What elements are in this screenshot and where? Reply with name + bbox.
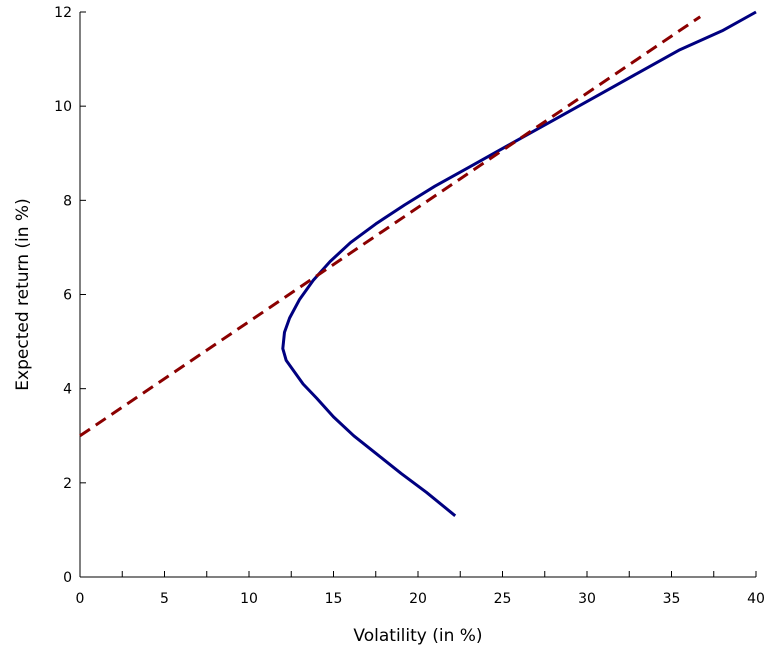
capital-market-line	[79, 15, 702, 438]
x-tick-label: 25	[494, 591, 512, 607]
y-tick-label: 4	[63, 382, 72, 398]
series-group	[79, 10, 757, 517]
y-tick-label: 12	[54, 5, 72, 21]
y-tick-label: 2	[63, 476, 72, 492]
y-tick-label: 6	[63, 288, 72, 304]
axes: 0 2 4 6 8 10 12 0 5 10 15 20 25 30 35 40	[54, 5, 765, 607]
x-tick-label: 30	[578, 591, 596, 607]
x-tick-label: 20	[409, 591, 427, 607]
y-tick-label: 10	[54, 99, 72, 115]
x-axis-label: Volatility (in %)	[353, 626, 482, 646]
x-tick-label: 35	[663, 591, 681, 607]
y-tick-label: 8	[63, 193, 72, 209]
x-tick-label: 40	[747, 591, 765, 607]
x-tick-label: 10	[240, 591, 258, 607]
y-axis-label: Expected return (in %)	[13, 198, 33, 390]
efficient-frontier-curve	[281, 10, 757, 517]
x-tick-label: 5	[160, 591, 169, 607]
x-tick-label: 0	[76, 591, 85, 607]
x-tick-label: 15	[325, 591, 343, 607]
y-tick-label: 0	[63, 570, 72, 586]
